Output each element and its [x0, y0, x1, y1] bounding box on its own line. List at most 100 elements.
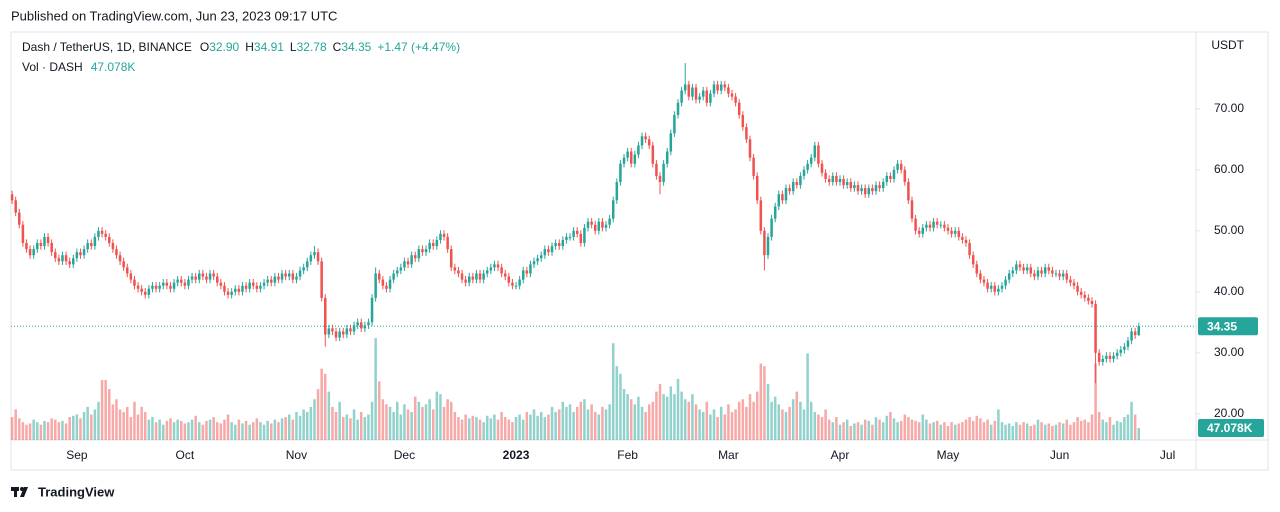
volume-bar [579, 401, 583, 440]
volume-bar [1108, 417, 1112, 440]
candle-body [644, 136, 647, 140]
volume-bar [525, 411, 529, 440]
candle-body [104, 233, 107, 237]
candle-body [273, 276, 277, 283]
volume-bar [1076, 417, 1079, 440]
candle-body [705, 90, 709, 103]
candle-body [467, 276, 471, 283]
volume-bar [745, 406, 748, 440]
candle-body [698, 96, 701, 100]
last-volume-label: 47.078K [1207, 421, 1253, 435]
volume-bar [464, 414, 467, 440]
candle-body [424, 249, 428, 253]
volume-bar [428, 399, 431, 440]
candle-body [64, 255, 68, 262]
candle-body [1119, 349, 1123, 353]
candle-body [831, 175, 835, 183]
volume-bar [1054, 424, 1058, 440]
volume-bar [971, 420, 975, 440]
candle-body [374, 273, 377, 298]
candle-body [914, 218, 917, 231]
candle-body [100, 230, 104, 234]
volume-bar [223, 419, 226, 440]
volume-bar [946, 425, 950, 440]
candle-body [885, 175, 889, 183]
candle-body [928, 224, 932, 228]
volume-bar [320, 368, 323, 440]
volume-bar [72, 415, 75, 440]
candle-body [525, 270, 529, 274]
legend-change: +1.47 (+4.47%) [377, 40, 460, 54]
volume-bar [766, 383, 770, 440]
candle-body [377, 273, 381, 280]
candle-body [82, 249, 86, 256]
candle-body [824, 172, 827, 179]
volume-bar [1018, 424, 1022, 440]
candle-body [399, 267, 403, 271]
candle-body [1015, 264, 1018, 271]
volume-bar [723, 414, 727, 440]
candle-body [198, 273, 201, 280]
volume-bar [467, 418, 471, 440]
candle-body [241, 285, 244, 292]
candle-body [489, 267, 493, 271]
candle-body [108, 236, 111, 244]
volume-bar [64, 423, 68, 440]
volume-bar [172, 422, 176, 440]
candle-body [140, 288, 143, 292]
candle-body [935, 221, 939, 225]
volume-bar [14, 409, 17, 440]
candle-body [1076, 285, 1079, 292]
volume-bar [770, 401, 773, 440]
volume-bar [907, 417, 910, 440]
volume-bar [691, 394, 694, 440]
x-tick-label: Nov [286, 448, 307, 462]
candle-body [647, 139, 651, 146]
candle-body [302, 267, 305, 271]
candle-body [215, 276, 219, 283]
candle-body [716, 84, 719, 91]
candle-body [50, 243, 53, 253]
legend-volume-value: 47.078K [91, 60, 136, 74]
volume-bar [856, 422, 860, 440]
volume-bar [417, 401, 421, 440]
candle-body [975, 264, 979, 274]
volume-bar [302, 409, 305, 440]
volume-bar [144, 411, 147, 440]
volume-bar [705, 401, 709, 440]
candle-body [503, 273, 507, 277]
candle-body [205, 276, 208, 280]
candle-body [162, 282, 165, 286]
volume-bar [230, 422, 233, 440]
volume-bar [514, 417, 518, 440]
volume-bar [104, 380, 107, 440]
volume-bar [622, 389, 626, 440]
volume-bar [673, 394, 676, 440]
volume-bar [1069, 424, 1072, 440]
candle-body [406, 261, 410, 265]
legend-key: H [245, 40, 254, 54]
candle-body [557, 243, 561, 247]
candle-body [111, 243, 115, 250]
legend-volume: Vol · DASH 47.078K [22, 60, 135, 74]
volume-bar [601, 406, 604, 440]
candle-body [1036, 270, 1040, 277]
candle-body [1069, 279, 1072, 283]
volume-bar [25, 424, 28, 440]
legend-value: 34.35 [341, 40, 371, 54]
candle-body [809, 157, 813, 164]
volume-bar [1047, 423, 1051, 440]
volume-bar [1137, 428, 1141, 440]
volume-bar [914, 420, 917, 440]
candle-body [363, 325, 367, 329]
candle-body [316, 252, 320, 262]
candle-body [291, 273, 295, 280]
volume-bar [1119, 422, 1123, 440]
volume-bar [352, 409, 356, 440]
volume-bar [187, 422, 190, 440]
volume-bar [1087, 422, 1090, 440]
volume-bar [734, 409, 737, 440]
volume-bar [453, 411, 457, 440]
volume-bar [629, 399, 633, 440]
volume-bar [32, 419, 35, 440]
